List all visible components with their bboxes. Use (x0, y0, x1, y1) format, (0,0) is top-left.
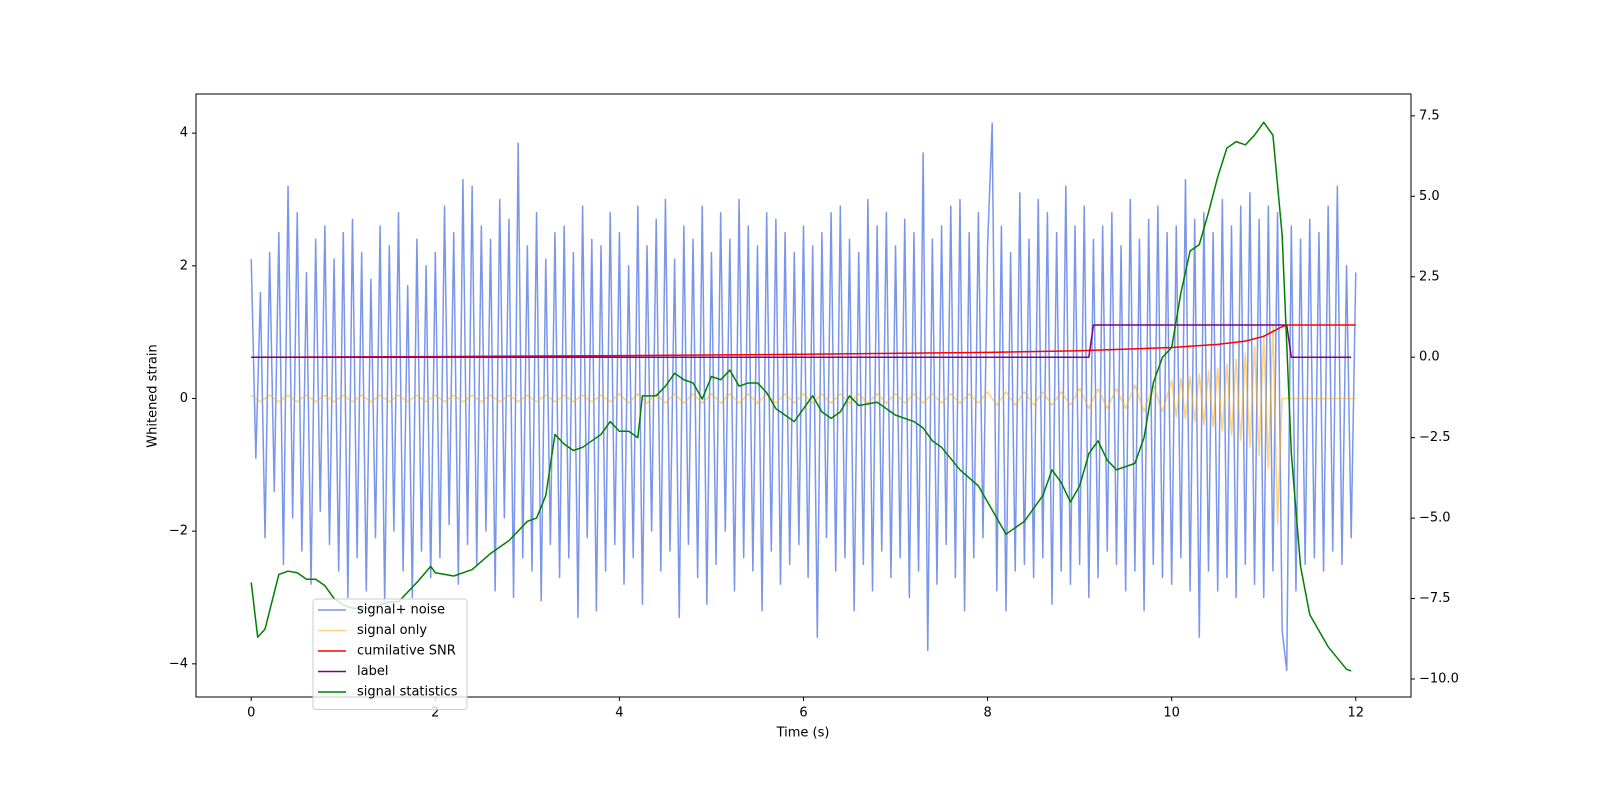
x-tick-label: 10 (1163, 706, 1180, 721)
x-tick-label: 12 (1347, 706, 1364, 721)
legend-label: signal only (357, 623, 427, 638)
x-tick-label: 2 (431, 706, 439, 721)
series-line (251, 324, 1352, 358)
y2-tick-label: 7.5 (1419, 108, 1440, 123)
y-tick-label: 0 (180, 391, 188, 406)
y-axis-label: Whitened strain (146, 344, 161, 447)
x-tick-label: 8 (983, 706, 991, 721)
x-axis-label: Time (s) (776, 726, 830, 741)
y-tick-label: −2 (169, 524, 188, 539)
y2-tick-label: 0.0 (1419, 350, 1440, 365)
series-line (250, 121, 1352, 672)
x-tick-label: 6 (799, 706, 807, 721)
legend-label: label (357, 664, 388, 679)
legend-label: signal statistics (357, 685, 458, 700)
legend-label: signal+ noise (357, 603, 445, 618)
y2-tick-label: −10.0 (1419, 671, 1459, 686)
legend: signal+ noise signal only cumilative SNR la… (312, 598, 468, 710)
series-line (250, 122, 1357, 672)
axes: 0 2 4 6 8 10 12 −4 −2 0 2 4 −10.0 −7.5 −5.0 −2.5 0.0 2.5 5… (169, 108, 1459, 720)
y-tick-label: −4 (169, 656, 188, 671)
y2-tick-label: 5.0 (1419, 189, 1440, 204)
series-line (251, 324, 1356, 358)
y2-tick-label: −2.5 (1419, 430, 1451, 445)
y2-tick-label: −5.0 (1419, 511, 1451, 526)
y2-tick-label: 2.5 (1419, 269, 1440, 284)
x-tick-label: 4 (615, 706, 623, 721)
legend-box (312, 598, 468, 710)
x-tick-label: 0 (247, 706, 255, 721)
series-line (250, 324, 1356, 526)
legend-label: cumilative SNR (357, 644, 456, 659)
plot-area (250, 121, 1357, 672)
y-tick-label: 2 (180, 258, 188, 273)
y-tick-label: 4 (180, 126, 188, 141)
y2-tick-label: −7.5 (1419, 591, 1451, 606)
